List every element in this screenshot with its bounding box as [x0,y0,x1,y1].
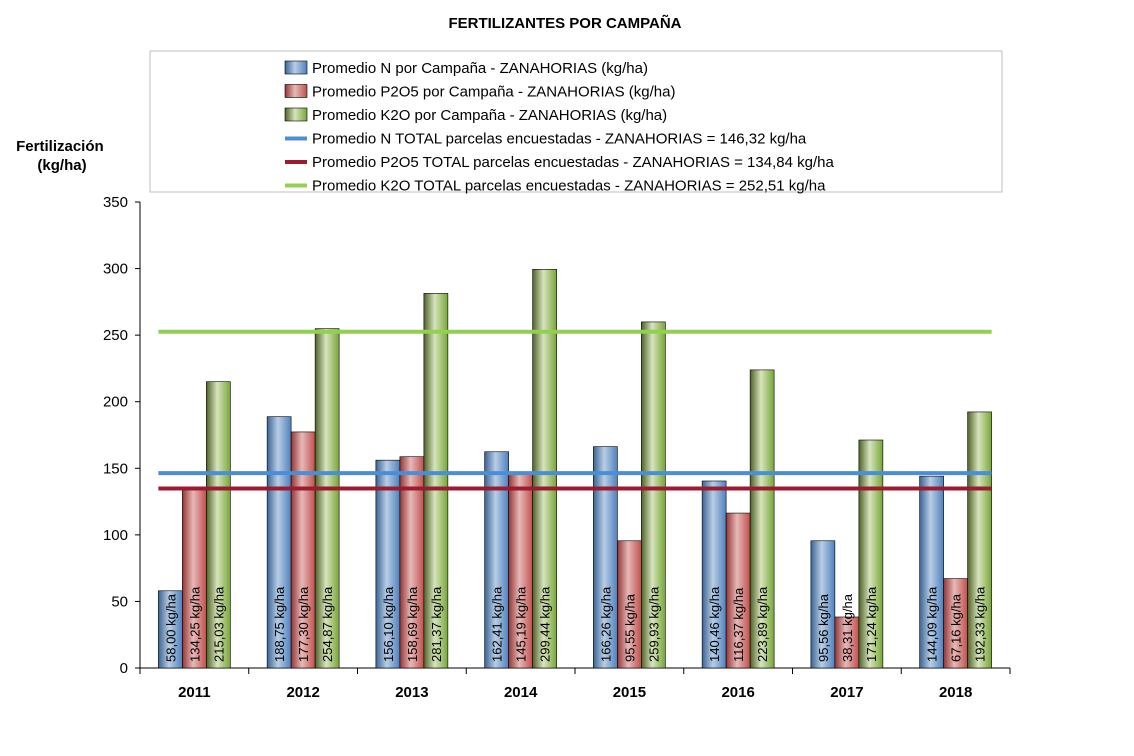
data-label: 166,26 kg/ha [598,586,613,662]
bar-2012-series-3 [314,328,340,669]
y-axis-title-line-1: Fertilización [16,138,104,155]
data-label: 254,87 kg/ha [320,586,335,662]
data-label: 140,46 kg/ha [707,586,722,662]
data-label: 215,03 kg/ha [211,586,226,662]
bar-2015-series-3 [641,321,666,669]
bar-2011-series-2 [182,488,207,669]
data-label: 259,93 kg/ha [646,586,661,662]
data-label: 281,37 kg/ha [429,586,444,662]
data-label: 144,09 kg/ha [925,586,940,662]
legend-label-series-3: Promedio K2O por Campaña - ZANAHORIAS (k… [312,107,667,124]
data-label: 67,16 kg/ha [949,593,964,662]
data-label: 171,24 kg/ha [864,586,879,662]
bar-2017-series-3 [858,439,884,669]
bar-2018-series-3 [967,411,992,669]
bar-2014-series-3 [532,269,557,669]
x-tick-label: 2014 [504,684,538,701]
data-label: 116,37 kg/ha [731,587,746,662]
bar-2016-series-3 [749,369,775,669]
data-label: 299,44 kg/ha [538,586,553,662]
bar-2017-series-1 [810,540,836,669]
data-label: 162,41 kg/ha [490,586,505,662]
data-label: 145,19 kg/ha [514,586,529,662]
y-tick-label: 250 [103,327,128,344]
data-label: 223,89 kg/ha [755,586,770,662]
data-label: 38,31 kg/ha [840,593,855,662]
data-label: 188,75 kg/ha [272,586,287,662]
bar-2011-series-3 [206,381,231,669]
bar-2016-series-2 [725,512,751,669]
legend-frame [149,50,1003,193]
bar-2015-series-1 [593,446,618,669]
legend-swatch-series-2 [284,84,308,98]
y-tick-label: 200 [103,394,128,411]
x-tick-label: 2017 [830,684,863,701]
bar-2015-series-2 [617,540,642,669]
x-tick-label: 2012 [286,684,319,701]
data-label: 95,56 kg/ha [816,593,831,662]
bar-2013-series-2 [399,456,425,669]
legend-label-series-2: Promedio P2O5 por Campaña - ZANAHORIAS (… [312,84,675,101]
legend-swatch-series-3 [284,107,308,122]
data-label: 95,55 kg/ha [622,593,637,662]
x-tick-label: 2015 [613,684,646,701]
data-label: 192,33 kg/ha [973,586,988,662]
y-tick-label: 150 [103,460,128,477]
data-label: 158,69 kg/ha [405,586,420,662]
data-label: 177,30 kg/ha [296,586,311,662]
y-tick-label: 300 [103,261,128,278]
y-tick-label: 0 [120,660,128,677]
legend-label-reference-1: Promedio N TOTAL parcelas encuestadas - … [312,131,807,148]
y-tick-label: 350 [103,194,128,211]
legend-box: Promedio N por Campaña - ZANAHORIAS (kg/… [149,50,1003,195]
bar-2016-series-1 [701,480,727,669]
x-tick-label: 2011 [178,684,211,701]
legend-label-series-1: Promedio N por Campaña - ZANAHORIAS (kg/… [312,60,648,77]
y-axis-title-line-2: (kg/ha) [37,157,86,174]
bar-2018-series-1 [919,475,944,669]
x-tick-label: 2013 [395,684,428,701]
bar-2017-series-2 [834,616,860,669]
plot-area: 0 50 100 150 200 250 300 350 2011 2012 2013 2014 201… [103,194,1011,701]
chart-title: FERTILIZANTES POR CAMPAÑA [448,14,681,32]
bar-2013-series-3 [423,293,449,669]
data-label: 58,00 kg/ha [163,593,178,662]
data-label: 156,10 kg/ha [381,586,396,662]
data-label: 134,25 kg/ha [187,586,202,662]
bar-2011-series-1 [158,590,183,669]
x-tick-label: 2018 [939,684,972,701]
y-tick-label: 50 [111,593,128,610]
y-axis-title: Fertilización (kg/ha) [16,138,108,174]
x-tick-label: 2016 [721,684,754,701]
bar-2014-series-2 [508,474,533,669]
bar-2013-series-1 [375,459,401,669]
y-tick-label: 100 [103,527,128,544]
legend-label-reference-2: Promedio P2O5 TOTAL parcelas encuestadas… [312,154,834,171]
legend-label-reference-3: Promedio K2O TOTAL parcelas encuestadas … [312,178,826,195]
bar-2012-series-1 [266,416,292,669]
legend-swatch-series-1 [284,60,308,75]
